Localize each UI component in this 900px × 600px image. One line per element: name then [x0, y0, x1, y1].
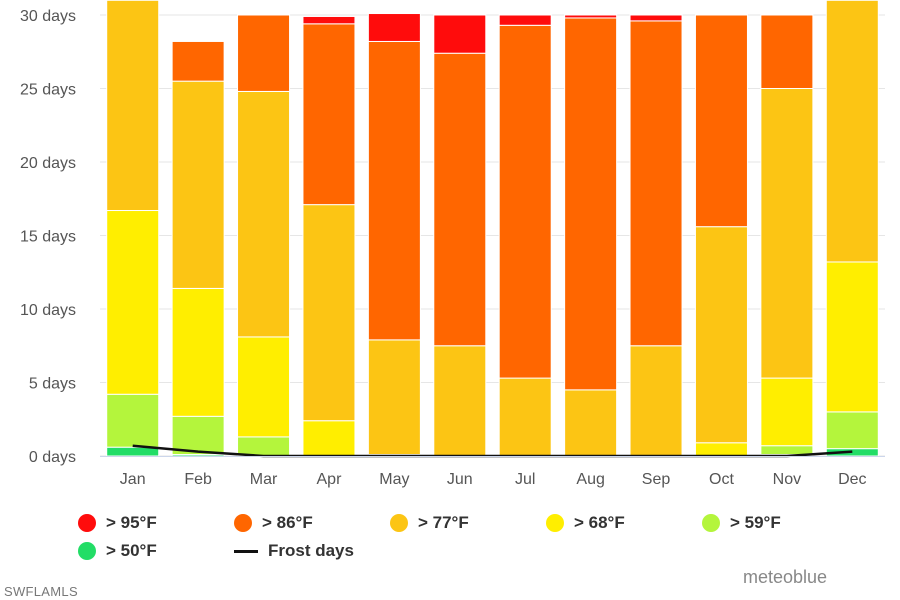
bar-segment — [825, 261, 879, 413]
bar-segment — [564, 14, 618, 19]
legend-label: > 50°F — [106, 541, 157, 560]
x-tick-label: Apr — [317, 471, 343, 488]
y-tick-label: 25 days — [20, 82, 76, 99]
x-tick-label: Jan — [120, 471, 146, 488]
bar-segment — [171, 40, 225, 82]
bar-segment — [760, 445, 814, 456]
y-tick-label: 10 days — [20, 302, 76, 319]
brand-logo-text: meteoblue — [743, 567, 828, 587]
bar-segment — [825, 0, 879, 263]
bar-segment — [629, 345, 683, 457]
bar-segment — [629, 14, 683, 22]
legend-dot-swatch — [702, 514, 720, 532]
legend-label: > 95°F — [106, 513, 157, 532]
legend-line-swatch — [234, 549, 258, 553]
bar-segment — [237, 336, 291, 438]
bar-segment — [433, 14, 487, 54]
legend-item[interactable]: Frost days — [234, 541, 354, 561]
bar-segment — [302, 23, 356, 206]
gridlines — [100, 14, 885, 457]
bar-segment — [694, 14, 748, 228]
bar-segment — [433, 345, 487, 457]
legend-label: > 68°F — [574, 513, 625, 532]
legend-item[interactable]: > 50°F — [78, 541, 157, 561]
x-tick-label: Nov — [773, 471, 801, 488]
x-tick-label: Feb — [184, 471, 212, 488]
legend-dot-swatch — [546, 514, 564, 532]
x-tick-label: Aug — [576, 471, 604, 488]
watermark-text: SWFLAMLS — [4, 584, 78, 599]
bar-segment — [237, 14, 291, 92]
bars — [106, 0, 879, 457]
bar-segment — [433, 52, 487, 347]
y-tick-label: 15 days — [20, 229, 76, 246]
legend-dot-swatch — [234, 514, 252, 532]
bar-segment — [760, 14, 814, 89]
axes: 0 days 5 days 10 days 15 days 20 days 25 days… — [20, 8, 885, 488]
bar-segment — [367, 40, 421, 341]
y-tick-label: 5 days — [29, 376, 76, 393]
legend-item[interactable]: > 95°F — [78, 513, 157, 533]
bar-segment — [564, 17, 618, 391]
bar-segment — [760, 377, 814, 447]
y-tick-label: 30 days — [20, 8, 76, 25]
x-tick-label: Jun — [447, 471, 473, 488]
bar-segment — [106, 393, 160, 448]
bar-segment — [629, 20, 683, 347]
bar-segment — [825, 411, 879, 450]
x-tick-label: Dec — [838, 471, 866, 488]
bar-segment — [760, 88, 814, 379]
x-tick-label: Mar — [250, 471, 278, 488]
legend-label: > 59°F — [730, 513, 781, 532]
legend-item[interactable]: > 77°F — [390, 513, 469, 533]
bar-segment — [171, 415, 225, 456]
bar-segment — [564, 389, 618, 457]
y-tick-label: 20 days — [20, 155, 76, 172]
x-tick-label: May — [379, 471, 409, 488]
bar-segment — [694, 442, 748, 457]
legend-label: > 86°F — [262, 513, 313, 532]
bar-segment — [302, 420, 356, 457]
bar-segment — [498, 14, 552, 26]
x-tick-label: Oct — [709, 471, 734, 488]
legend-label: Frost days — [268, 541, 354, 560]
bar-segment — [106, 0, 160, 212]
legend-item[interactable]: > 59°F — [702, 513, 781, 533]
legend-item[interactable]: > 68°F — [546, 513, 625, 533]
legend-dot-swatch — [390, 514, 408, 532]
legend-label: > 77°F — [418, 513, 469, 532]
x-tick-label: Sep — [642, 471, 671, 488]
bar-segment — [302, 204, 356, 422]
bar-segment — [367, 13, 421, 42]
bar-segment — [498, 377, 552, 457]
bar-segment — [498, 24, 552, 379]
bar-segment — [367, 339, 421, 456]
bar-segment — [694, 226, 748, 444]
bar-segment — [106, 210, 160, 395]
bar-segment — [171, 80, 225, 289]
stacked-bar-chart: 0 days 5 days 10 days 15 days 20 days 25 days… — [20, 0, 885, 488]
y-tick-label: 0 days — [29, 449, 76, 466]
bar-segment — [171, 287, 225, 417]
bar-segment — [237, 90, 291, 338]
bar-segment — [237, 436, 291, 457]
legend-dot-swatch — [78, 542, 96, 560]
legend-item[interactable]: > 86°F — [234, 513, 313, 533]
legend-dot-swatch — [78, 514, 96, 532]
bar-segment — [302, 15, 356, 25]
x-tick-label: Jul — [515, 471, 535, 488]
